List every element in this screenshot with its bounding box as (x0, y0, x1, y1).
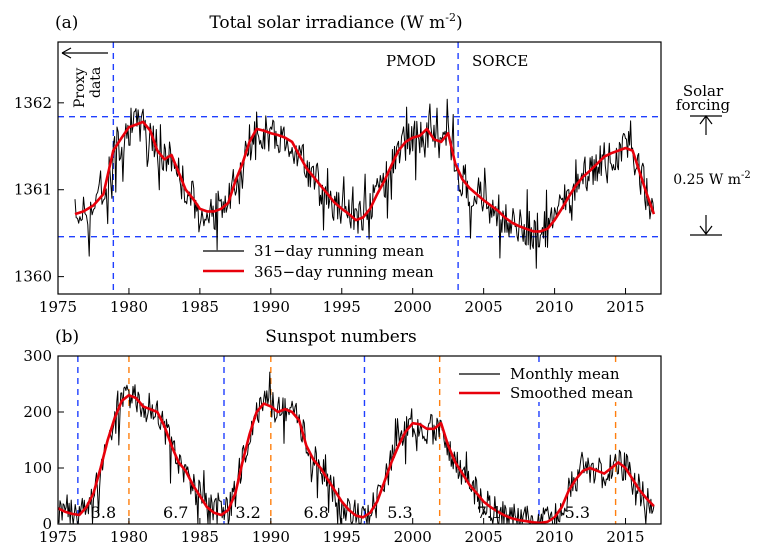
panel-a-x-axis: 1975 1980 1985 1990 1995 2000 2005 2010 2015 (39, 288, 645, 316)
x-tick-label: 2005 (465, 298, 503, 316)
panel-a-series (74, 98, 656, 269)
panel-b-cycle-durations: 3.8 6.7 3.2 6.8 5.3 7.1 5.3 (91, 503, 590, 522)
x-tick-label: 1990 (252, 298, 290, 316)
y-tick-label: 200 (23, 403, 52, 421)
panel-b-y-axis: 0 100 200 300 (23, 347, 64, 533)
x-tick-label: 1980 (110, 298, 148, 316)
forcing-up-arrow-head (699, 115, 713, 125)
panel-a-y-axis: 1360 1361 1362 (14, 94, 64, 286)
x-tick-label: 1985 (181, 298, 219, 316)
x-tick-label: 2015 (606, 528, 644, 546)
panel-b: (b) Sunspot numbers 3.8 6.7 3.2 6.8 5.3 7.1 5.… (23, 327, 662, 546)
series-line-2 (74, 120, 656, 233)
panel-a-legend: 31−day running mean 365−day running mean (203, 242, 434, 281)
x-tick-label: 2010 (535, 298, 573, 316)
x-tick-label: 1975 (39, 528, 77, 546)
proxy-arrow-head (61, 47, 72, 59)
sorce-label: SORCE (472, 52, 528, 70)
y-tick-label: 0 (42, 515, 52, 533)
series-line-1 (74, 98, 655, 269)
panel-b-frame (57, 355, 662, 525)
x-tick-label: 2015 (606, 298, 644, 316)
cycle-duration-label: 3.8 (91, 503, 116, 522)
solar-forcing-label-2: forcing (676, 96, 731, 114)
cycle-duration-label: 7.1 (477, 503, 502, 522)
x-tick-label: 2000 (394, 528, 432, 546)
panel-a: (a) Total solar irradiance (W m-2) 1975 1… (14, 11, 751, 316)
y-tick-label: 100 (23, 459, 52, 477)
panel-b-label: (b) (55, 327, 79, 347)
panel-a-title-end: ) (456, 13, 463, 33)
cycle-duration-label: 6.8 (303, 503, 328, 522)
panel-a-title: Total solar irradiance (W m-2) (209, 11, 462, 33)
legend-b-background (452, 364, 648, 402)
y-tick-label: 1360 (14, 268, 52, 286)
legend-a-label-2: 365−day running mean (254, 263, 434, 281)
x-tick-label: 1980 (110, 528, 148, 546)
proxy-label: Proxy data (72, 63, 104, 108)
forcing-value-main: 0.25 W m (673, 172, 741, 188)
proxy-label-line-2: data (88, 67, 104, 98)
y-tick-label: 300 (23, 347, 52, 365)
panel-b-legend: Monthly mean Smoothed mean (452, 364, 648, 402)
y-tick-label: 1361 (14, 181, 52, 199)
x-tick-label: 2005 (465, 528, 503, 546)
legend-a-label-1: 31−day running mean (254, 242, 424, 260)
cycle-duration-label: 3.2 (235, 503, 260, 522)
panel-a-title-main: Total solar irradiance (W m (209, 13, 445, 33)
panel-b-title: Sunspot numbers (265, 327, 416, 347)
panel-a-frame (57, 41, 662, 295)
cycle-duration-label: 5.3 (387, 503, 412, 522)
panel-b-x-axis: 1975 1980 1985 1990 1995 2000 2005 2010 2015 (39, 518, 645, 546)
series-line-2 (57, 393, 655, 525)
y-tick-label: 1362 (14, 94, 52, 112)
x-tick-label: 1990 (252, 528, 290, 546)
pmod-label: PMOD (386, 52, 436, 70)
x-tick-label: 1995 (323, 298, 361, 316)
legend-b-label-2: Smoothed mean (510, 384, 634, 402)
forcing-down-arrow-head (699, 225, 713, 235)
solar-forcing-annotation: Solar forcing 0.25 W m-2 (673, 82, 751, 236)
cycle-duration-label: 5.3 (565, 503, 590, 522)
cycle-duration-label: 6.7 (163, 503, 188, 522)
proxy-label-line-1: Proxy (72, 68, 88, 108)
solar-forcing-label-1: Solar (683, 82, 724, 100)
x-tick-label: 1975 (39, 298, 77, 316)
x-tick-label: 1995 (323, 528, 361, 546)
forcing-value-sup: -2 (741, 170, 751, 181)
x-tick-label: 1985 (181, 528, 219, 546)
panel-a-title-sup: -2 (445, 11, 456, 24)
x-tick-label: 2000 (394, 298, 432, 316)
forcing-value: 0.25 W m-2 (673, 170, 751, 188)
x-tick-label: 2010 (535, 528, 573, 546)
legend-b-label-1: Monthly mean (510, 365, 620, 383)
panel-a-label: (a) (55, 13, 78, 33)
